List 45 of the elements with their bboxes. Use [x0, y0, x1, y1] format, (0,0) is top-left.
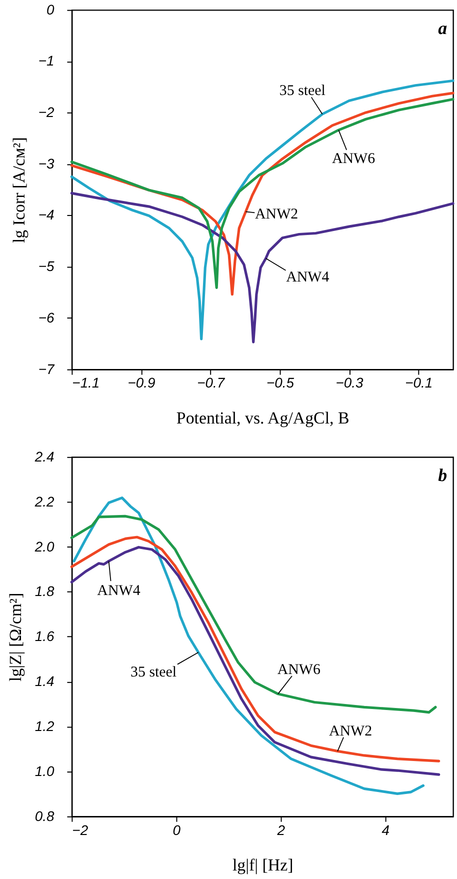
x-tick-label: 0	[172, 822, 181, 838]
x-tick-label: 4	[382, 822, 390, 838]
y-tick-label: −6	[38, 309, 55, 326]
x-axis-title: Potential, vs. Ag/AgCl, В	[176, 408, 350, 428]
y-tick-label: −2	[38, 104, 55, 120]
x-tick-label: −0.9	[128, 374, 156, 391]
x-tick-label: −1.1	[72, 374, 100, 391]
y-tick-label: 1.0	[34, 762, 55, 779]
line-series	[70, 192, 454, 344]
y-tick-label: 2.0	[34, 538, 55, 554]
y-tick-label: 1.4	[34, 673, 55, 690]
x-tick-label: 2	[276, 822, 286, 838]
annotation: a	[438, 18, 448, 38]
series-label: ANW2	[255, 206, 298, 223]
y-tick-label: 1.6	[34, 628, 55, 644]
y-tick-label: 0.8	[34, 808, 55, 824]
x-tick-label: −0.3	[336, 374, 364, 391]
series-label: ANW4	[97, 583, 141, 600]
y-tick-label: −3	[38, 155, 55, 172]
line-series	[70, 79, 454, 340]
series-label: 35 steel	[130, 664, 177, 680]
series-label: 35 steel	[279, 83, 326, 100]
series-label: ANW6	[277, 662, 322, 678]
series-label: ANW2	[328, 723, 372, 740]
x-tick-label: −0.1	[405, 374, 433, 391]
line-series	[72, 496, 425, 795]
y-tick-label: 0	[46, 1, 55, 18]
line-series	[70, 514, 437, 714]
x-axis-title: lg|f| [Hz]	[232, 856, 294, 875]
y-tick-label: −1	[38, 52, 54, 69]
y-axis-title: lg|Z| [Ω/cm²]	[6, 592, 25, 682]
series-label: ANW4	[286, 269, 330, 286]
annotation: b	[438, 464, 448, 485]
y-tick-label: 1.8	[34, 583, 55, 600]
y-axis-title: lg Icorr [A/см²]	[9, 137, 28, 244]
y-tick-label: −7	[38, 360, 56, 377]
x-tick-label: −0.7	[197, 374, 226, 391]
x-tick-label: −2	[72, 822, 88, 838]
y-tick-label: −5	[38, 258, 55, 274]
x-tick-label: −0.5	[266, 374, 294, 391]
series-label: ANW6	[332, 150, 376, 167]
y-tick-label: 1.2	[34, 718, 55, 734]
y-tick-label: 2.2	[34, 493, 55, 510]
y-tick-label: 2.4	[34, 448, 55, 464]
y-tick-label: −4	[38, 206, 55, 223]
